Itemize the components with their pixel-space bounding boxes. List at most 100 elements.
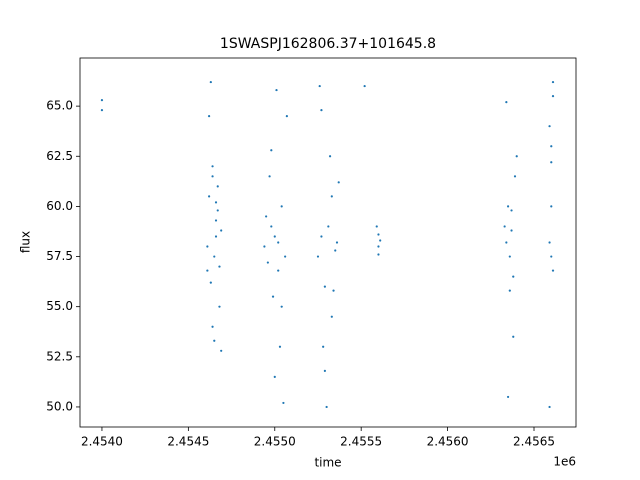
data-point xyxy=(214,201,218,204)
data-point xyxy=(334,249,337,252)
data-point xyxy=(503,225,506,228)
data-point xyxy=(206,245,209,248)
data-point xyxy=(220,229,223,232)
data-point xyxy=(316,255,320,258)
data-point xyxy=(505,101,508,104)
data-point xyxy=(266,261,269,264)
data-point xyxy=(328,155,332,158)
data-point xyxy=(265,215,268,218)
data-point xyxy=(377,245,380,248)
data-point xyxy=(375,225,378,228)
x-offset-label: 1e6 xyxy=(553,455,576,469)
x-tick-label: 2.4540 xyxy=(81,435,123,449)
data-point xyxy=(506,205,510,208)
data-point xyxy=(332,289,335,292)
y-tick-label: 60.0 xyxy=(46,199,73,213)
y-tick-label: 65.0 xyxy=(46,99,73,113)
data-point xyxy=(207,115,211,118)
plot-frame xyxy=(79,57,577,428)
y-tick-label: 57.5 xyxy=(46,249,73,263)
data-point xyxy=(277,269,280,272)
data-point xyxy=(337,181,340,184)
data-point xyxy=(285,115,288,118)
data-point xyxy=(214,219,218,222)
x-tick-label: 2.4545 xyxy=(167,435,209,449)
y-tick-label: 52.5 xyxy=(46,349,73,363)
x-tick-label: 2.4565 xyxy=(513,435,555,449)
data-point xyxy=(100,99,104,102)
data-point xyxy=(325,405,328,409)
data-point xyxy=(280,305,283,308)
y-axis-label: flux xyxy=(19,231,33,253)
data-point xyxy=(318,84,321,88)
data-point xyxy=(216,209,219,212)
x-tick-label: 2.4560 xyxy=(427,435,469,449)
data-point xyxy=(505,241,508,244)
data-point xyxy=(216,185,219,188)
data-point xyxy=(280,205,283,208)
data-point xyxy=(271,295,275,298)
data-point xyxy=(548,405,551,409)
data-point xyxy=(275,88,278,92)
data-point xyxy=(277,241,280,244)
data-point xyxy=(551,269,555,272)
data-point xyxy=(213,339,216,342)
data-point xyxy=(548,125,551,128)
data-point xyxy=(322,345,325,348)
data-point xyxy=(209,80,212,84)
data-point xyxy=(273,375,276,378)
data-point xyxy=(282,401,285,405)
data-point xyxy=(270,225,273,228)
data-point xyxy=(284,255,287,258)
data-point xyxy=(100,109,104,112)
data-point xyxy=(268,175,271,178)
data-point xyxy=(512,275,515,278)
data-point xyxy=(515,155,518,158)
data-point xyxy=(510,209,513,212)
data-point xyxy=(327,225,330,228)
data-point xyxy=(377,233,380,236)
data-point xyxy=(379,239,382,242)
data-point xyxy=(508,255,511,258)
chart-title: 1SWASPJ162806.37+101645.8 xyxy=(220,36,436,52)
data-point xyxy=(550,161,553,164)
data-point xyxy=(510,229,513,232)
data-point xyxy=(273,235,276,238)
data-point xyxy=(214,235,218,238)
data-point xyxy=(513,175,517,178)
data-point xyxy=(550,145,553,148)
data-point xyxy=(548,241,551,244)
y-tick-label: 62.5 xyxy=(46,149,73,163)
data-point xyxy=(320,109,323,112)
data-point xyxy=(270,149,273,152)
data-point xyxy=(211,325,214,328)
data-point xyxy=(218,305,221,308)
data-point xyxy=(363,84,366,88)
data-point xyxy=(206,269,209,272)
data-point xyxy=(218,265,221,268)
y-tick-label: 55.0 xyxy=(46,299,73,313)
x-axis-label: time xyxy=(314,456,341,470)
x-tick-label: 2.4550 xyxy=(254,435,296,449)
data-point xyxy=(508,289,511,292)
data-point xyxy=(323,369,326,372)
data-point xyxy=(506,395,510,399)
data-point xyxy=(512,335,515,338)
data-point xyxy=(550,255,553,258)
data-point xyxy=(550,205,553,208)
data-point xyxy=(323,285,326,288)
data-point xyxy=(209,281,212,284)
y-tick-label: 50.0 xyxy=(46,399,73,413)
data-point xyxy=(330,315,333,318)
data-point xyxy=(377,253,380,256)
data-point xyxy=(213,255,216,258)
data-point xyxy=(263,245,266,248)
data-point xyxy=(207,195,211,198)
data-point xyxy=(211,165,214,168)
data-point xyxy=(320,235,323,238)
data-point xyxy=(330,195,333,198)
x-tick-label: 2.4555 xyxy=(340,435,382,449)
data-point xyxy=(278,345,282,348)
data-point xyxy=(211,175,214,178)
